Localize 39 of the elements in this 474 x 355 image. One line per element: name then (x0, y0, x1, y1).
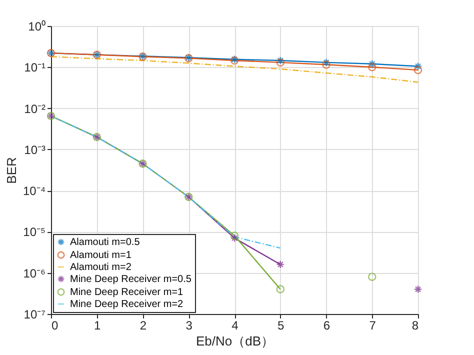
y-tick-label: 10⁻¹ (24, 60, 46, 75)
point (414, 62, 422, 70)
point (414, 285, 422, 294)
point (276, 285, 285, 294)
y-tick-label: 10⁻⁵ (23, 225, 46, 240)
x-tick-label: 2 (140, 318, 147, 332)
point (322, 60, 330, 69)
point (322, 58, 330, 67)
x-tick-label: 5 (278, 318, 285, 332)
x-tick-label: 4 (232, 318, 239, 332)
legend-label: Mine Deep Receiver m=0.5 (70, 274, 192, 285)
x-tick-label: 3 (186, 318, 193, 332)
y-tick-label: 10⁰ (28, 20, 46, 34)
line-series (50, 115, 281, 249)
y-axis-title: BER (4, 157, 19, 184)
y-tick-label: 10⁻² (24, 102, 46, 116)
x-tick-label: 7 (369, 318, 376, 332)
legend-label: Alamouti m=1 (70, 250, 132, 261)
x-tick-label: 8 (412, 318, 419, 332)
legend-label: Alamouti m=0.5 (70, 237, 140, 248)
point (368, 272, 376, 281)
point (230, 232, 239, 240)
point (368, 63, 376, 72)
point (368, 60, 376, 68)
y-tick-label: 10⁻⁶ (23, 266, 46, 280)
point (230, 234, 239, 242)
x-tick-label: 6 (323, 318, 330, 332)
legend-label: Mine Deep Receiver m=1 (70, 287, 184, 298)
x-tick-label: 1 (94, 318, 102, 332)
x-tick-label: 0 (52, 318, 58, 332)
point (414, 66, 422, 74)
y-tick-label: 10⁻⁷ (24, 308, 46, 322)
legend-label: Alamouti m=2 (70, 262, 132, 273)
x-axis-title: Eb/No（dB） (196, 334, 274, 348)
legend-label: Mine Deep Receiver m=2 (70, 299, 184, 310)
point (276, 260, 285, 269)
y-tick-label: 10⁻³ (24, 142, 46, 157)
line-series (50, 56, 419, 83)
y-tick-label: 10⁻⁴ (22, 184, 46, 198)
